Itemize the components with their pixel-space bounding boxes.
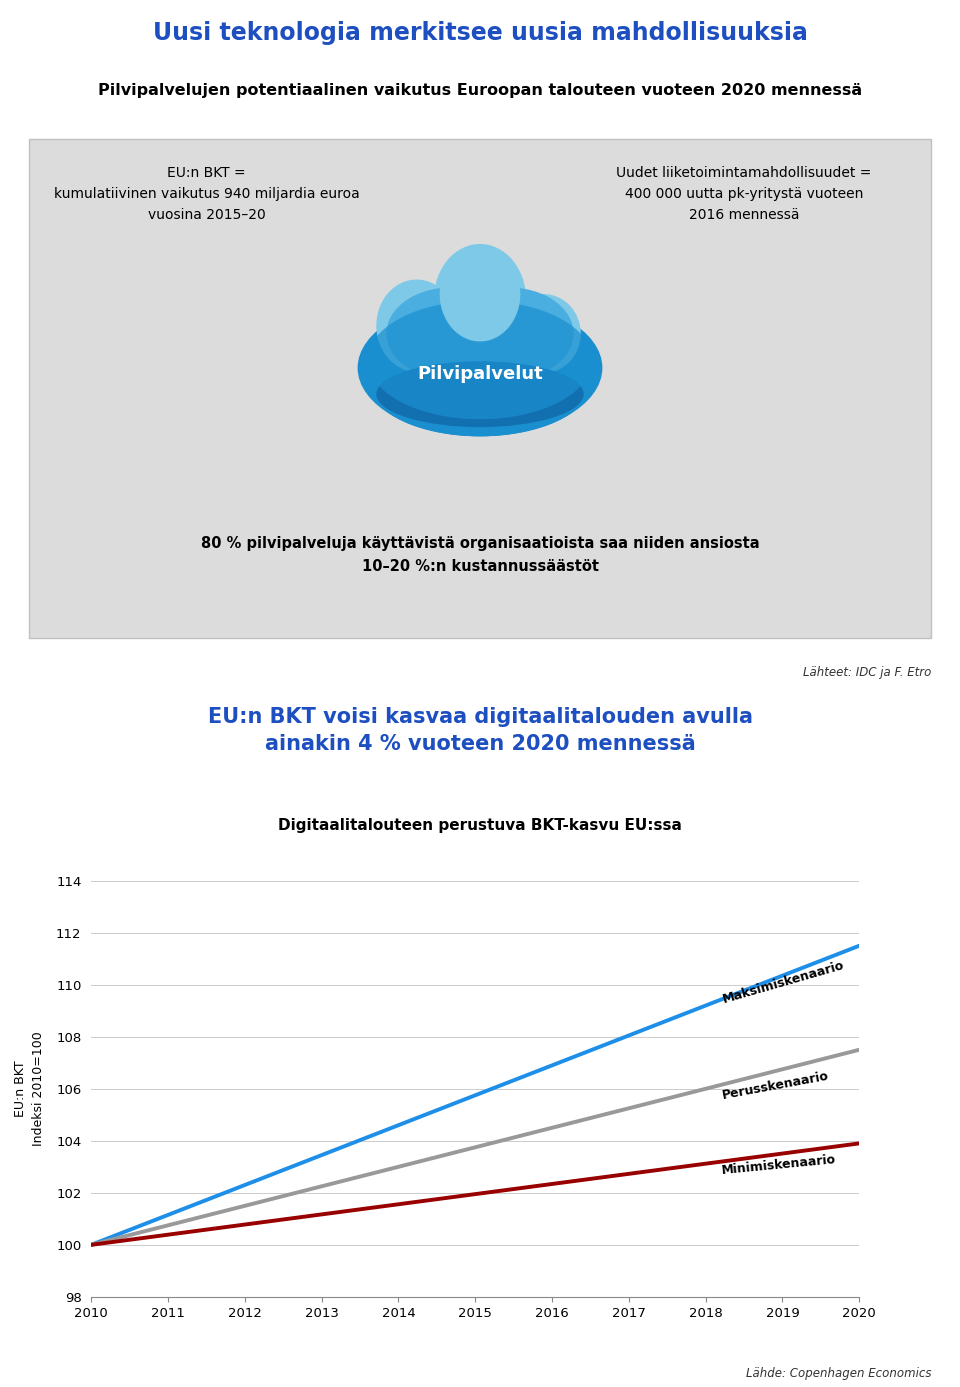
Ellipse shape bbox=[440, 247, 520, 341]
Text: Lähde: Copenhagen Economics: Lähde: Copenhagen Economics bbox=[746, 1368, 931, 1380]
Ellipse shape bbox=[506, 294, 581, 373]
Ellipse shape bbox=[368, 301, 592, 419]
Text: 80 % pilvipalveluja käyttävistä organisaatioista saa niiden ansiosta
10–20 %:n k: 80 % pilvipalveluja käyttävistä organisa… bbox=[201, 535, 759, 574]
Text: Uudet liiketoimintamahdollisuudet =
400 000 uutta pk-yritystä vuoteen
2016 menne: Uudet liiketoimintamahdollisuudet = 400 … bbox=[616, 166, 872, 222]
Text: Pilvipalvelut: Pilvipalvelut bbox=[418, 366, 542, 383]
Text: Lähteet: IDC ja F. Etro: Lähteet: IDC ja F. Etro bbox=[803, 666, 931, 678]
Text: EU:n BKT voisi kasvaa digitaalitalouden avulla
ainakin 4 % vuoteen 2020 mennessä: EU:n BKT voisi kasvaa digitaalitalouden … bbox=[207, 707, 753, 753]
Ellipse shape bbox=[444, 287, 574, 380]
Text: Perusskenaario: Perusskenaario bbox=[721, 1069, 829, 1101]
Y-axis label: EU:n BKT
Indeksi 2010=100: EU:n BKT Indeksi 2010=100 bbox=[13, 1032, 45, 1146]
Ellipse shape bbox=[434, 244, 526, 355]
Ellipse shape bbox=[386, 287, 516, 380]
Text: Uusi teknologia merkitsee uusia mahdollisuuksia: Uusi teknologia merkitsee uusia mahdolli… bbox=[153, 21, 807, 44]
Ellipse shape bbox=[372, 336, 588, 437]
Ellipse shape bbox=[357, 300, 603, 437]
Text: Digitaalitalouteen perustuva BKT-kasvu EU:ssa: Digitaalitalouteen perustuva BKT-kasvu E… bbox=[278, 818, 682, 834]
FancyBboxPatch shape bbox=[29, 139, 931, 638]
Ellipse shape bbox=[376, 280, 457, 372]
Text: Pilvipalvelujen potentiaalinen vaikutus Euroopan talouteen vuoteen 2020 mennessä: Pilvipalvelujen potentiaalinen vaikutus … bbox=[98, 83, 862, 98]
Ellipse shape bbox=[376, 361, 584, 427]
Text: EU:n BKT =
kumulatiivinen vaikutus 940 miljardia euroa
vuosina 2015–20: EU:n BKT = kumulatiivinen vaikutus 940 m… bbox=[54, 166, 359, 222]
Text: Maksimiskenaario: Maksimiskenaario bbox=[721, 958, 846, 1006]
Text: Minimiskenaario: Minimiskenaario bbox=[721, 1153, 837, 1178]
